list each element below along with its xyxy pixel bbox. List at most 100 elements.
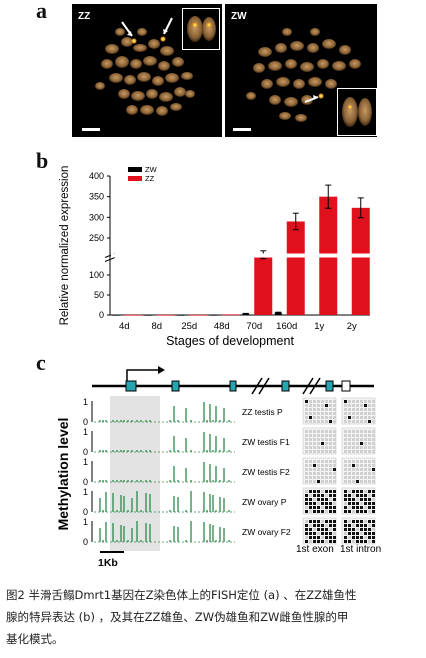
bar-zw-160d: [274, 312, 282, 315]
cpg-site: [329, 420, 332, 423]
cpg-site: [368, 400, 371, 403]
cpg-site: [309, 404, 312, 407]
cpg-site: [372, 450, 375, 453]
cpg-site: [329, 520, 332, 523]
cpg-site: [321, 490, 324, 493]
cpg-site: [344, 412, 347, 415]
track-label: ZW testis F1: [242, 437, 290, 447]
x-tick-label: 70d: [246, 321, 262, 332]
cpg-site: [313, 532, 316, 535]
cpg-site: [360, 408, 363, 411]
cpg-site: [352, 412, 355, 415]
cpg-site: [329, 412, 332, 415]
cpg-site: [368, 502, 371, 505]
y-tick-label: 250: [89, 233, 104, 243]
cpg-site: [325, 528, 328, 531]
cpg-site: [309, 476, 312, 479]
cpg-site: [305, 460, 308, 463]
cpg-site: [309, 510, 312, 513]
cpg-site: [348, 520, 351, 523]
intron-label: 1st intron: [340, 544, 381, 555]
cpg-site: [356, 540, 359, 543]
cpg-site: [305, 536, 308, 539]
cpg-site: [325, 480, 328, 483]
cpg-site: [368, 442, 371, 445]
cpg-site: [348, 404, 351, 407]
x-axis-label: Stages of development: [166, 334, 294, 348]
cpg-site: [360, 468, 363, 471]
cpg-site: [360, 494, 363, 497]
cpg-site: [356, 408, 359, 411]
cpg-site: [309, 506, 312, 509]
cpg-site: [368, 404, 371, 407]
track-label: ZW testis F2: [242, 467, 290, 477]
cpg-site: [348, 528, 351, 531]
cpg-site: [348, 540, 351, 543]
cpg-site: [305, 524, 308, 527]
cpg-site: [360, 532, 363, 535]
cpg-site: [333, 480, 336, 483]
cpg-site: [309, 498, 312, 501]
cpg-site: [356, 460, 359, 463]
bar-zz-25d: [189, 314, 208, 316]
cpg-site: [305, 510, 308, 513]
cpg-site: [356, 536, 359, 539]
cpg-site: [356, 468, 359, 471]
cpg-site: [352, 434, 355, 437]
cpg-site: [329, 524, 332, 527]
meth-tick-1: 1: [83, 517, 88, 527]
cpg-site: [333, 494, 336, 497]
cpg-site: [317, 430, 320, 433]
cpg-site: [344, 420, 347, 423]
fish-micrograph-zz: ZZ: [72, 4, 222, 137]
cpg-site: [317, 476, 320, 479]
cpg-site: [329, 464, 332, 467]
cpg-site: [325, 536, 328, 539]
cpg-site: [309, 536, 312, 539]
cpg-site: [329, 408, 332, 411]
cpg-site: [333, 528, 336, 531]
cpg-site: [333, 460, 336, 463]
cpg-site: [329, 494, 332, 497]
cpg-site: [325, 430, 328, 433]
cpg-site: [372, 460, 375, 463]
cpg-site: [344, 430, 347, 433]
cpg-site: [321, 408, 324, 411]
cpg-site: [352, 430, 355, 433]
cpg-site: [360, 404, 363, 407]
cpg-site: [305, 476, 308, 479]
cpg-site: [305, 450, 308, 453]
cpg-site: [321, 540, 324, 543]
fish-micrograph-zw: ZW: [225, 4, 377, 137]
cpg-site: [305, 540, 308, 543]
cpg-site: [309, 502, 312, 505]
cpg-site: [329, 404, 332, 407]
cpg-site: [313, 528, 316, 531]
cpg-site: [356, 476, 359, 479]
bar-zz-48d: [221, 314, 240, 316]
cpg-site: [372, 468, 375, 471]
cpg-site: [317, 536, 320, 539]
cpg-site: [368, 416, 371, 419]
cpg-site: [352, 400, 355, 403]
cpg-site: [329, 430, 332, 433]
bar-zw-1y: [307, 314, 315, 316]
meth-tick-1: 1: [83, 457, 88, 467]
cpg-site: [360, 524, 363, 527]
cpg-site: [333, 416, 336, 419]
cpg-site: [368, 528, 371, 531]
cpg-site: [329, 442, 332, 445]
cpg-site: [321, 446, 324, 449]
cpg-site: [333, 524, 336, 527]
cpg-site: [364, 442, 367, 445]
cpg-site: [360, 438, 363, 441]
cpg-site: [348, 480, 351, 483]
cpg-site: [309, 420, 312, 423]
meth-tick-1: 1: [83, 487, 88, 497]
cpg-site: [344, 472, 347, 475]
cpg-site: [313, 476, 316, 479]
track-label: ZZ testis P: [242, 407, 283, 417]
cpg-site: [356, 524, 359, 527]
cpg-site: [352, 450, 355, 453]
cpg-site: [348, 464, 351, 467]
